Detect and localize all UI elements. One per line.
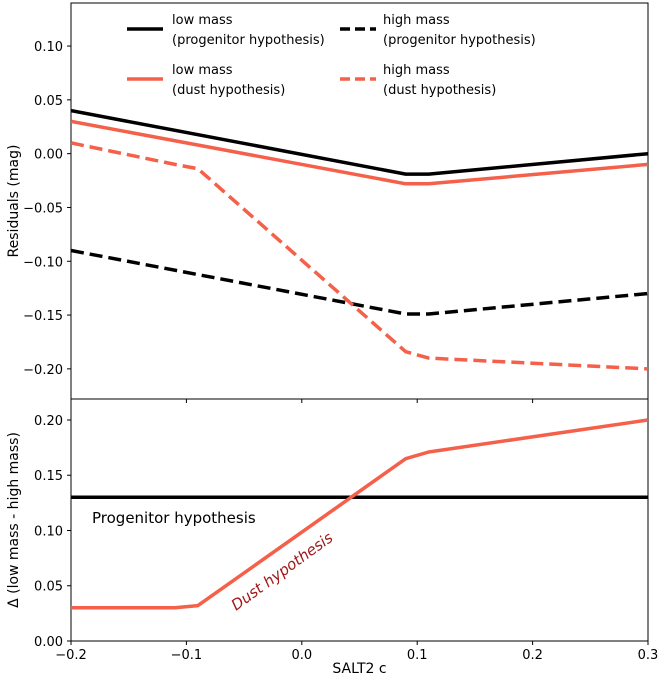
legend-label: (progenitor hypothesis) <box>172 33 325 48</box>
x-tick-label: −0.2 <box>55 648 87 663</box>
legend-label: (dust hypothesis) <box>383 83 496 98</box>
y-tick-label: 0.05 <box>34 580 63 595</box>
x-tick-label: −0.1 <box>171 648 203 663</box>
y-tick-label: −0.15 <box>23 309 63 324</box>
bottom-panel: 0.00 0.05 0.10 0.15 0.20 −0.2 −0.1 0.0 0.1 0.2 0.3… <box>6 398 659 677</box>
top-panel: 0.10 0.05 0.00 −0.05 −0.10 −0.15 −0.20 Residual… <box>6 2 649 403</box>
legend-label: high mass <box>383 63 450 78</box>
legend-label: (dust hypothesis) <box>172 83 285 98</box>
series-line-high-mass-progenitor-hypothesis <box>71 248 648 316</box>
y-tick-label: 0.10 <box>34 524 63 539</box>
annotation-progenitor: Progenitor hypothesis <box>92 509 256 527</box>
y-tick-label: 0.05 <box>34 94 63 109</box>
y-axis-label: Δ (low mass - high mass) <box>6 432 22 608</box>
y-axis-label: Residuals (mag) <box>6 145 22 258</box>
series-line-high-mass-dust-hypothesis <box>71 141 648 371</box>
legend-label: low mass <box>172 63 233 78</box>
x-tick-label: 0.2 <box>522 648 543 663</box>
x-tick-label: 0.0 <box>291 648 312 663</box>
y-tick-label: −0.05 <box>23 201 63 216</box>
x-axis-label: SALT2 c <box>332 661 386 677</box>
y-tick-label: −0.20 <box>23 363 63 378</box>
legend-label: high mass <box>383 13 450 28</box>
series-line-low-mass-dust-hypothesis <box>71 119 648 186</box>
plot-frame <box>70 398 649 642</box>
y-tick-label: 0.10 <box>34 40 63 55</box>
plot-frame <box>70 2 649 400</box>
x-tick-label: 0.1 <box>407 648 428 663</box>
y-tick-label: 0.00 <box>34 148 63 163</box>
x-tick-label: 0.3 <box>638 648 659 663</box>
series-line-dust-hypothesis <box>71 418 648 610</box>
y-tick-label: 0.15 <box>34 469 63 484</box>
legend-label: (progenitor hypothesis) <box>383 33 536 48</box>
y-tick-label: 0.00 <box>34 635 63 650</box>
y-tick-label: 0.20 <box>34 414 63 429</box>
y-tick-label: −0.10 <box>23 255 63 270</box>
legend-label: low mass <box>172 13 233 28</box>
series-line-low-mass-progenitor-hypothesis <box>71 108 648 176</box>
